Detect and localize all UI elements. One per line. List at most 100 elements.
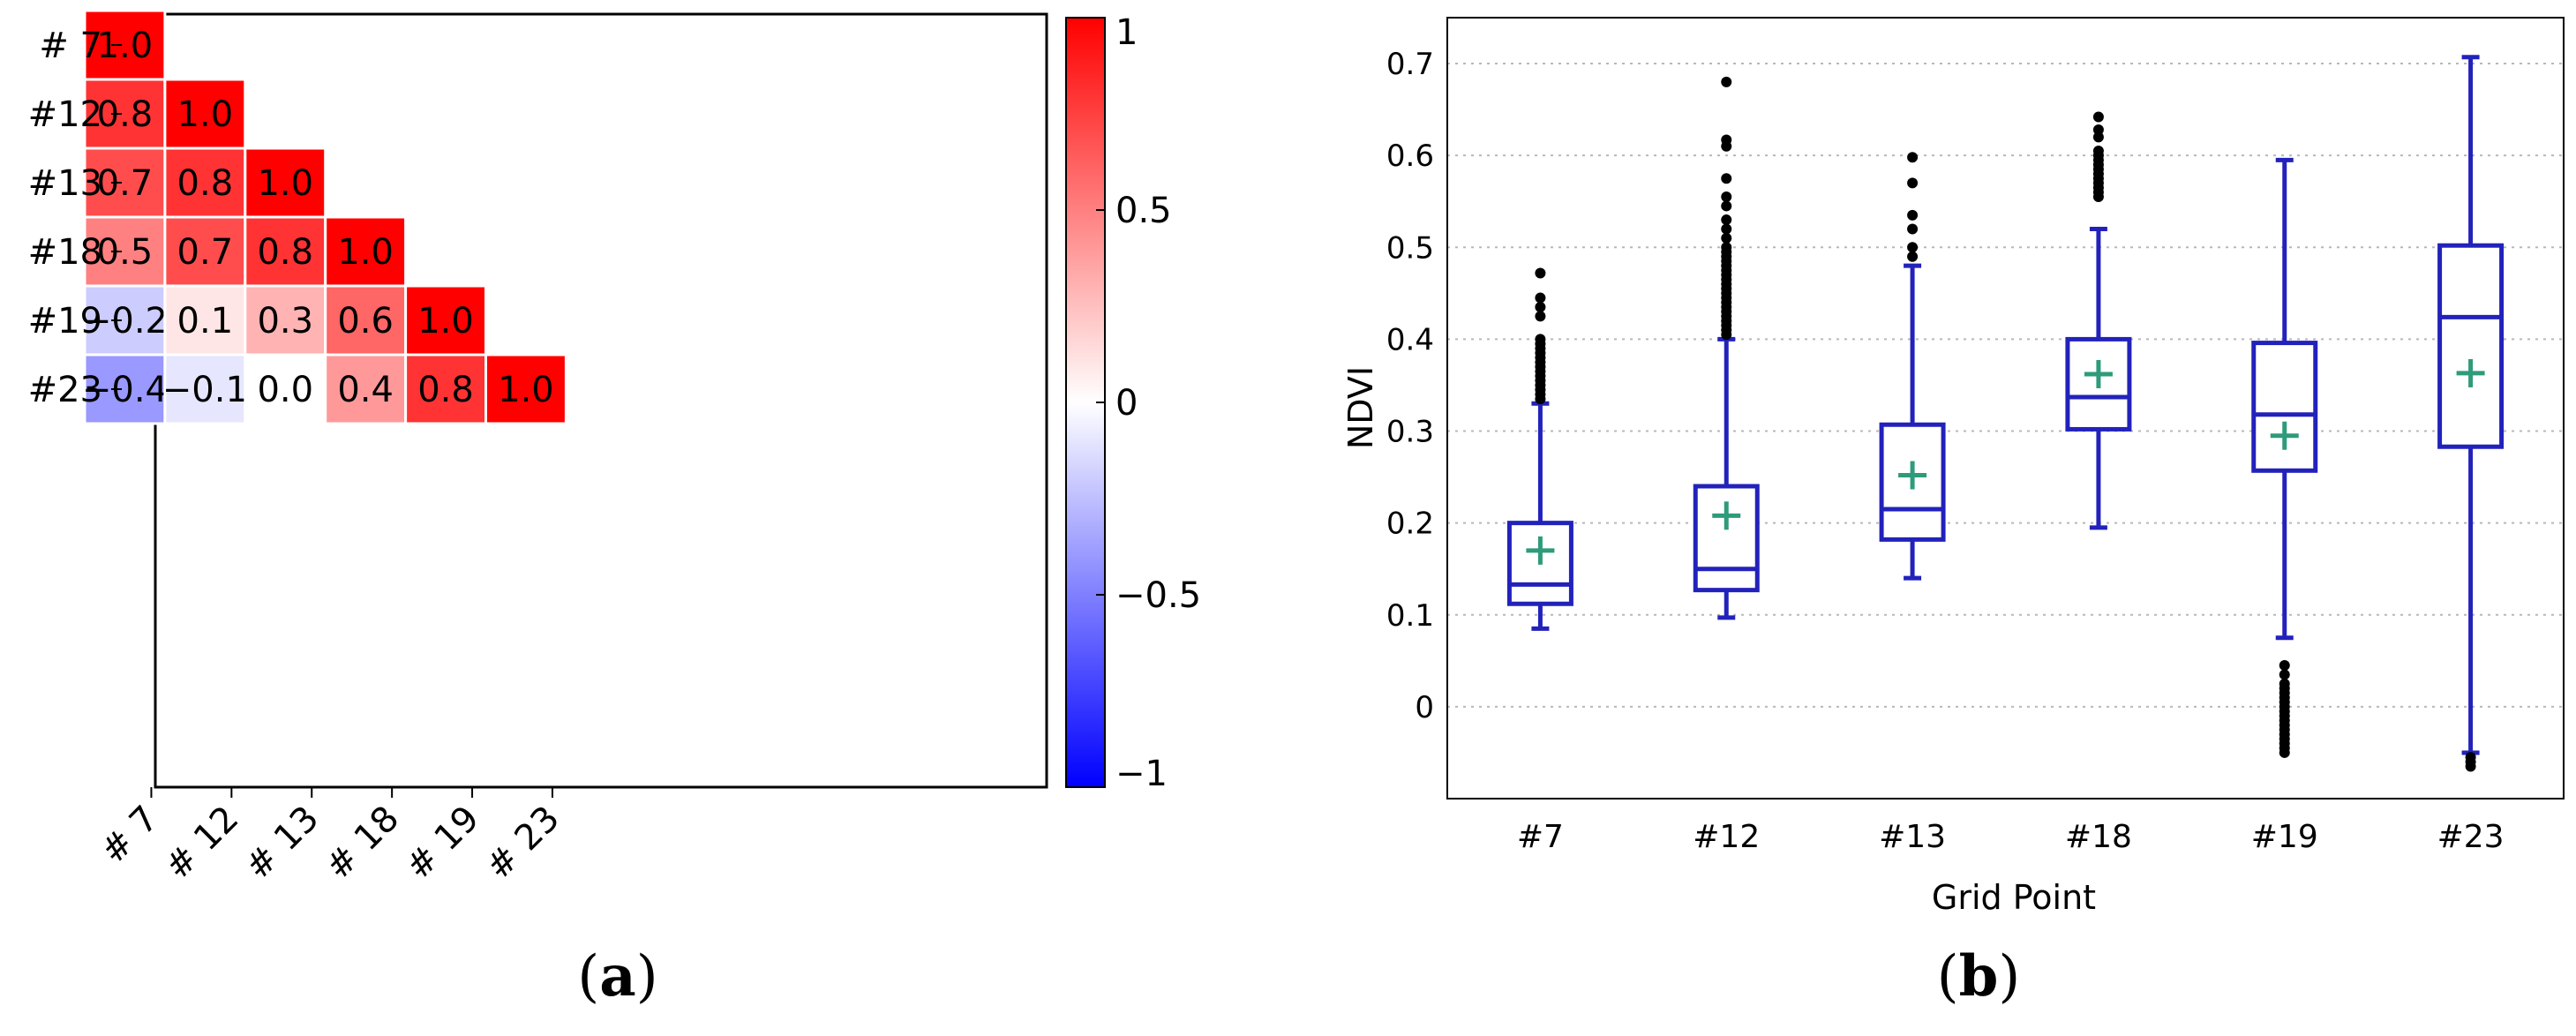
outlier-point <box>1721 134 1732 146</box>
heatmap-cell <box>83 215 167 288</box>
box-group <box>1506 267 1573 631</box>
heatmap-cell-value: 0.8 <box>417 370 474 410</box>
boxplot-y-tick-labels: 0 0.1 0.2 0.3 0.4 0.5 0.6 0.7 <box>1386 47 1434 725</box>
heatmap-cell-value: 0.8 <box>177 163 234 204</box>
outlier-point <box>1721 191 1732 203</box>
iqr-box <box>1693 484 1760 593</box>
x-tick-label: #12 <box>1693 819 1760 855</box>
outlier-point <box>1535 301 1546 312</box>
box-group <box>1693 76 1760 620</box>
outlier-point <box>1907 242 1919 253</box>
heatmap-cell <box>404 284 488 357</box>
heatmap-row-label: # 7 <box>39 26 102 66</box>
box-group <box>2251 157 2318 758</box>
heatmap-cell <box>244 215 327 288</box>
outlier-point <box>1721 173 1732 184</box>
correlation-heatmap-panel: 1.0 0.8 1.0 0.7 0.8 1.0 0.5 0.7 0.8 1.0 −0.2 0.1 0.3… <box>28 9 1201 1010</box>
heatmap-cell-value: 1.0 <box>498 370 554 410</box>
heatmap-cell <box>163 215 247 288</box>
heatmap-col-labels: # 7# 12# 13# 18# 19# 23 <box>93 787 567 888</box>
heatmap-cell-value: −0.1 <box>162 370 248 410</box>
colorbar-tick-label: −1 <box>1115 754 1168 794</box>
x-tick-label: #23 <box>2437 819 2505 855</box>
heatmap-row-label: #19 <box>28 301 102 342</box>
boxplot-frame <box>1446 17 2565 800</box>
heatmap-cell <box>83 284 167 357</box>
outlier-point <box>1721 232 1732 244</box>
outlier-point <box>2092 145 2104 156</box>
heatmap-cell-value: 0.8 <box>257 232 313 273</box>
box-group <box>2065 111 2132 530</box>
iqr-box <box>2251 341 2318 473</box>
heatmap-cell-value: −0.4 <box>82 370 168 410</box>
heatmap-cells: 1.0 0.8 1.0 0.7 0.8 1.0 0.5 0.7 0.8 1.0 −0.2 0.1 0.3… <box>82 9 567 425</box>
outlier-point <box>1721 242 1732 253</box>
heatmap-cell-value: 1.0 <box>177 94 234 135</box>
heatmap-cell-value: 0.5 <box>97 232 154 273</box>
heatmap-col-label: # 19 <box>398 799 487 888</box>
colorbar-tick-label: −0.5 <box>1115 575 1201 616</box>
outlier-point <box>1535 334 1546 345</box>
y-tick-label: 0.7 <box>1386 47 1434 82</box>
heatmap-row-label: #23 <box>28 370 102 410</box>
panel-a-caption: (a) <box>577 943 657 1010</box>
outlier-point <box>1721 76 1732 87</box>
y-tick-label: 0.4 <box>1386 322 1434 357</box>
heatmap-cell <box>83 146 167 219</box>
heatmap-cell-value: 0.4 <box>337 370 394 410</box>
outlier-point <box>2279 747 2290 758</box>
ndvi-boxplot-panel: 0 0.1 0.2 0.3 0.4 0.5 0.6 0.7 #7 #12 #13 #18 #19 #23… <box>1341 17 2565 1010</box>
heatmap-cell <box>163 78 247 150</box>
x-tick-label: #13 <box>1879 819 1946 855</box>
outlier-point <box>1535 292 1546 304</box>
outlier-point <box>1907 177 1919 189</box>
heatmap-cell-value: 0.7 <box>177 232 234 273</box>
heatmap-cell-value: 0.0 <box>257 370 313 410</box>
outlier-point <box>2092 124 2104 136</box>
heatmap-cell-value: 0.6 <box>337 301 394 342</box>
heatmap-col-label: # 18 <box>318 799 407 888</box>
heatmap-cell-value: 1.0 <box>257 163 313 204</box>
heatmap-col-label: # 23 <box>478 799 567 888</box>
y-tick-label: 0.6 <box>1386 139 1434 174</box>
heatmap-cell-value: 1.0 <box>417 301 474 342</box>
heatmap-cell <box>484 353 567 425</box>
outlier-point <box>1907 223 1919 235</box>
heatmap-col-label: # 7 <box>93 799 166 872</box>
y-axis-title: NDVI <box>1341 366 1380 449</box>
y-tick-label: 0.3 <box>1386 415 1434 450</box>
outlier-point <box>2092 111 2104 123</box>
panel-b-caption: (b) <box>1937 943 2021 1010</box>
heatmap-cell-value: 0.8 <box>97 94 154 135</box>
x-tick-label: #7 <box>1517 819 1564 855</box>
heatmap-col-label: # 13 <box>237 799 327 888</box>
outlier-point <box>1907 152 1919 163</box>
heatmap-cell-value: 0.3 <box>257 301 313 342</box>
heatmap-cell-value: −0.2 <box>82 301 168 342</box>
heatmap-row-label: #13 <box>28 163 102 204</box>
heatmap-cell <box>244 353 327 425</box>
heatmap-row-label: #18 <box>28 232 102 273</box>
outlier-point <box>2279 669 2290 680</box>
y-tick-label: 0.1 <box>1386 598 1434 634</box>
x-axis-title: Grid Point <box>1932 878 2096 917</box>
boxplot-boxes <box>1506 55 2505 772</box>
outlier-point <box>2092 131 2104 143</box>
heatmap-cell <box>83 353 167 425</box>
y-tick-label: 0.2 <box>1386 507 1434 542</box>
heatmap-cell-value: 0.7 <box>97 163 154 204</box>
outlier-point <box>1721 214 1732 226</box>
heatmap-cell <box>244 284 327 357</box>
iqr-box <box>2437 243 2505 449</box>
heatmap-row-labels: # 7 #12 #13 #18 #19 #23 <box>28 26 122 410</box>
heatmap-cell <box>404 353 488 425</box>
x-tick-label: #18 <box>2065 819 2132 855</box>
outlier-point <box>1721 200 1732 212</box>
box-group <box>1879 152 1946 581</box>
outlier-point <box>1721 223 1732 235</box>
boxplot-gridlines <box>1447 63 2564 708</box>
x-tick-label: #19 <box>2251 819 2318 855</box>
colorbar-tick-label: 1 <box>1115 12 1138 53</box>
outlier-point <box>1907 209 1919 221</box>
